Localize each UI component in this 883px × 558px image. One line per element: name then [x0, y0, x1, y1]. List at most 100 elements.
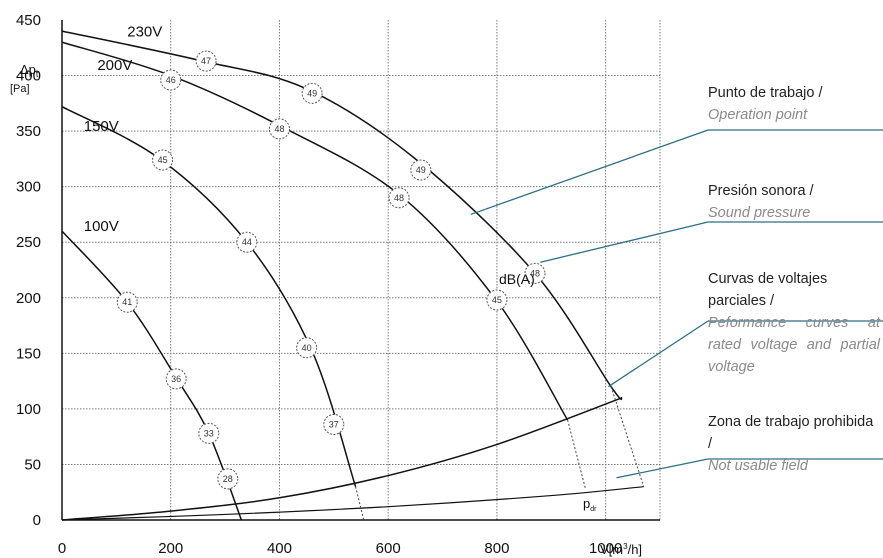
y-tick-label: 450 [16, 12, 41, 29]
sound-level-marker: 45 [486, 289, 508, 311]
chart-grid [62, 20, 661, 520]
sound-level-circle [165, 368, 187, 390]
leader-line [540, 221, 709, 263]
sound-level-circle [160, 69, 182, 91]
sound-level-marker: 49 [410, 159, 432, 181]
chart-axes [61, 20, 660, 521]
sound-level-circle [236, 231, 258, 253]
system-curve [61, 397, 623, 521]
sound-level-marker: 40 [296, 337, 318, 359]
sound-level-circle [195, 50, 217, 72]
sound-level-value: 48 [274, 124, 284, 134]
boundary-line [355, 486, 365, 521]
y-tick-label: 300 [16, 179, 41, 196]
sound-level-marker: 28 [217, 468, 239, 490]
sound-level-value: 48 [394, 193, 404, 203]
y-tick-label: 400 [16, 68, 41, 85]
sound-level-circle [410, 159, 432, 181]
sound-level-marker: 36 [165, 368, 187, 390]
curve-label-100v: 100V [84, 218, 119, 235]
y-tick-label: 200 [16, 290, 41, 307]
auxiliary-curves [61, 386, 645, 521]
curve-label-150v: 150V [84, 118, 119, 135]
sound-level-value: 36 [171, 374, 181, 384]
sound-level-value: 41 [122, 297, 132, 307]
sound-level-value: 48 [530, 268, 540, 278]
sound-level-value: 47 [201, 56, 211, 66]
pdr-label: pdr [583, 496, 597, 513]
curve-labels: 230V 200V 150V 100V [84, 24, 163, 235]
x-tick-label: 400 [267, 540, 292, 557]
annotation-sound-pressure-en: Sound pressure [708, 205, 811, 221]
annotation-leaders [470, 129, 883, 479]
pdr-label-p: p [583, 496, 590, 511]
annotation-partial-voltage-en: Peformance curves at rated voltage and p… [708, 315, 880, 375]
x-label-suffix: /h] [628, 542, 642, 557]
sound-level-circle [524, 262, 546, 284]
sound-level-marker: 45 [152, 149, 174, 171]
sound-level-marker: 48 [388, 187, 410, 209]
sound-level-circle [296, 337, 318, 359]
x-tick-labels: 0 200 400 600 800 1000 [58, 540, 622, 557]
annotation-not-usable-field-es: Zona de trabajo prohibida / [708, 414, 874, 452]
x-tick-label: 1000 [589, 540, 622, 557]
x-label-sup: 3 [623, 542, 628, 551]
x-tick-label: 0 [58, 540, 66, 557]
pdr-curve [61, 486, 644, 521]
sound-level-value: 28 [223, 474, 233, 484]
y-tick-labels: 0 50 100 150 200 250 300 350 400 450 [16, 12, 41, 529]
annotation-sound-pressure-es: Presión sonora / [708, 183, 814, 199]
annotation-operation-point: Punto de trabajo / Operation point [708, 82, 880, 126]
annotation-not-usable-field-en: Not usable field [708, 458, 808, 474]
leader-line [616, 458, 709, 479]
y-tick-label: 150 [16, 345, 41, 362]
y-tick-label: 0 [33, 512, 41, 529]
sound-level-marker: 49 [301, 82, 323, 104]
dba-label: dB(A) [499, 271, 535, 287]
y-tick-label: 50 [24, 456, 41, 473]
curve-label-230v: 230V [127, 24, 162, 41]
y-tick-label: 250 [16, 234, 41, 251]
sound-level-marker: 37 [323, 413, 345, 435]
curve-230v [61, 30, 623, 401]
sound-level-circle [152, 149, 174, 171]
curve-label-200v: 200V [97, 57, 132, 74]
y-tick-label: 350 [16, 123, 41, 140]
sound-level-value: 45 [492, 295, 502, 305]
y-axis-label: Δpt [20, 62, 39, 79]
x-tick-label: 800 [484, 540, 509, 557]
sound-level-circle [323, 413, 345, 435]
annotation-not-usable-field: Zona de trabajo prohibida / Not usable f… [708, 411, 880, 477]
sound-level-marker: 48 [524, 262, 546, 284]
sound-level-circle [388, 187, 410, 209]
boundary-line [567, 419, 587, 490]
x-label-unit: [m [609, 542, 623, 557]
sound-level-circle [301, 82, 323, 104]
sound-level-value: 49 [307, 88, 317, 98]
y-label-delta-p: Δp [20, 62, 36, 77]
sound-level-value: 33 [204, 428, 214, 438]
sound-level-value: 40 [302, 343, 312, 353]
curve-100v [61, 230, 243, 521]
leader-line [607, 320, 709, 388]
sound-level-value: 37 [329, 419, 339, 429]
x-axis-label: V[m3/h] [600, 542, 642, 557]
x-tick-label: 600 [376, 540, 401, 557]
sound-level-marker: 46 [160, 69, 182, 91]
sound-level-circle [268, 118, 290, 140]
y-axis-unit: [Pa] [10, 83, 30, 95]
sound-level-value: 44 [242, 237, 252, 247]
boundary-line [610, 386, 645, 487]
y-tick-label: 100 [16, 401, 41, 418]
annotation-operation-point-en: Operation point [708, 107, 808, 123]
sound-level-value: 45 [158, 155, 168, 165]
annotation-operation-point-es: Punto de trabajo / [708, 85, 823, 101]
sound-level-markers: 47 46 49 48 49 48 48 45 45 44 40 37 41 36 33 28 [116, 50, 546, 490]
x-label-v: V [600, 542, 609, 557]
sound-level-circle [217, 468, 239, 490]
y-label-sub: t [36, 69, 39, 79]
annotation-sound-pressure: Presión sonora / Sound pressure [708, 180, 880, 224]
sound-level-value: 46 [166, 75, 176, 85]
sound-level-value: 49 [416, 165, 426, 175]
sound-level-circle [198, 422, 220, 444]
